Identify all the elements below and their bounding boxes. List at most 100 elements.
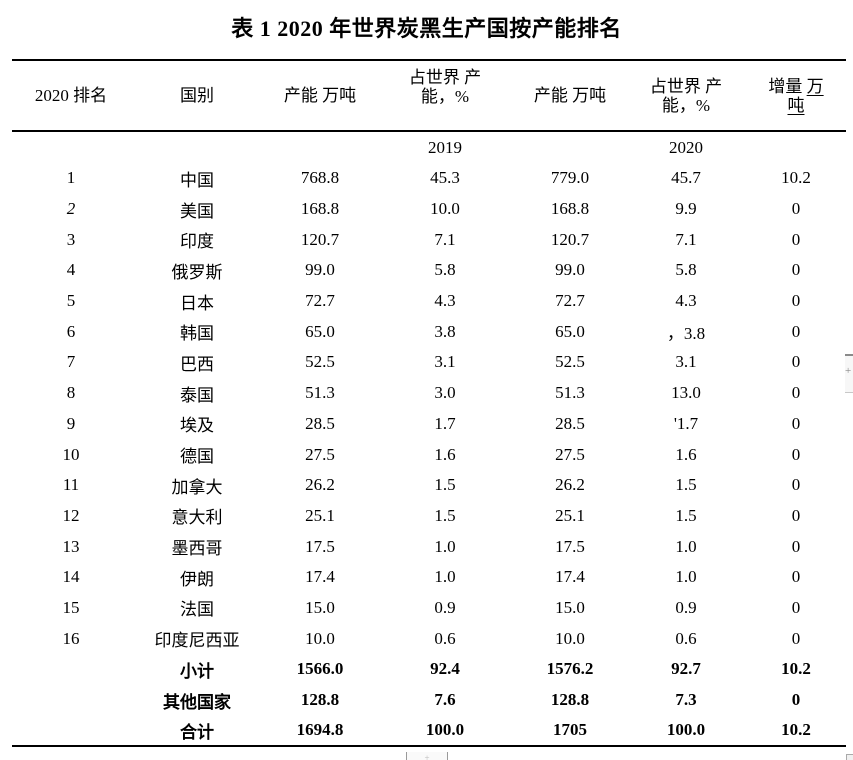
- cell-cap2020: 51.3: [555, 383, 585, 403]
- cell-country: 伊朗: [180, 569, 214, 589]
- cell-share2020: 9.9: [675, 199, 697, 219]
- cell-rank: 8: [66, 383, 76, 403]
- cell-cap2019: 65.0: [305, 321, 335, 341]
- table-row: 1 中国 768.8 45.3 779.0 45.7 10.2: [12, 163, 846, 194]
- cell-cap2020: 25.1: [555, 505, 585, 525]
- column-header-share2019: 占世界 产能，%: [376, 60, 514, 132]
- cell-cap2019: 1694.8: [296, 720, 344, 740]
- cell-share2020: 0.6: [675, 628, 697, 648]
- cell-rank: 14: [62, 567, 80, 587]
- cell-share2020: '1.7: [673, 413, 699, 433]
- cell-cap2019: 1566.0: [296, 659, 344, 679]
- cell-rank: 16: [62, 628, 80, 648]
- table-title: 表 1 2020 年世界炭黑生产国按产能排名: [231, 16, 622, 41]
- column-header-share2020: 占世界 产能，%: [626, 60, 746, 132]
- table-header: 2020 排名 国别 产能 万吨 占世界 产能，% 产能 万吨 占世界 产能，% 增量 万吨: [12, 60, 846, 132]
- cell-country: 中国: [180, 170, 214, 190]
- cell-country: 巴西: [180, 354, 214, 374]
- cell-cap2019: 28.5: [305, 413, 335, 433]
- cell-increment: 0: [791, 199, 801, 219]
- cell-cap2020: 52.5: [555, 352, 585, 372]
- cell-increment: 0: [791, 628, 801, 648]
- table-row: 合计 1694.8 100.0 1705 100.0 10.2: [12, 715, 846, 746]
- scrollbar-fragment-corner[interactable]: [846, 754, 853, 760]
- cell-share2020: 1.5: [675, 505, 697, 525]
- year-cell-increment: [746, 131, 846, 163]
- cell-cap2020: 72.7: [555, 291, 585, 311]
- cell-increment: 0: [791, 505, 801, 525]
- cell-share2019: 10.0: [430, 199, 460, 219]
- cell-cap2019: 25.1: [305, 505, 335, 525]
- cell-increment: 0: [791, 475, 801, 495]
- cell-share2020: 1.5: [675, 475, 697, 495]
- cell-rank: 2: [66, 199, 76, 219]
- cell-cap2020: 99.0: [555, 260, 585, 280]
- table-row: 7 巴西 52.5 3.1 52.5 3.1 0: [12, 347, 846, 378]
- year-cell-rank: [12, 131, 130, 163]
- cell-increment: 0: [791, 413, 801, 433]
- cell-rank: 9: [66, 413, 76, 433]
- cell-share2020: 3.1: [675, 352, 697, 372]
- cell-cap2020: 28.5: [555, 413, 585, 433]
- cell-share2020: 1.6: [675, 444, 697, 464]
- cell-share2019: 92.4: [430, 659, 460, 679]
- cell-country: 日本: [180, 293, 214, 313]
- cell-rank: 12: [62, 505, 80, 525]
- scrollbar-fragment-bottom[interactable]: +: [406, 752, 448, 760]
- cell-share2019: 0.6: [434, 628, 456, 648]
- table-row: 9 埃及 28.5 1.7 28.5 '1.7 0: [12, 409, 846, 440]
- cell-increment: 10.2: [781, 720, 811, 740]
- column-header-increment: 增量 万吨: [746, 60, 846, 132]
- cell-cap2019: 17.4: [305, 567, 335, 587]
- cell-share2020: 100.0: [666, 720, 706, 740]
- cell-rank: 11: [62, 475, 80, 495]
- cell-cap2019: 72.7: [305, 291, 335, 311]
- cell-country: 合计: [180, 722, 214, 742]
- cell-rank: [12, 654, 130, 685]
- cell-cap2020: 120.7: [550, 229, 590, 249]
- cell-rank: 4: [66, 260, 76, 280]
- column-header-cap2020: 产能 万吨: [514, 60, 626, 132]
- cell-share2020: 5.8: [675, 260, 697, 280]
- cell-increment: 0: [791, 567, 801, 587]
- cell-increment: 0: [791, 690, 801, 710]
- scrollbar-fragment-right[interactable]: +: [845, 354, 853, 393]
- cell-share2019: 100.0: [425, 720, 465, 740]
- cell-rank: 15: [62, 597, 80, 617]
- table-row: 8 泰国 51.3 3.0 51.3 13.0 0: [12, 378, 846, 409]
- cell-cap2019: 52.5: [305, 352, 335, 372]
- cell-share2020: 92.7: [671, 659, 701, 679]
- cell-country: 俄罗斯: [171, 262, 223, 282]
- header-row: 2020 排名 国别 产能 万吨 占世界 产能，% 产能 万吨 占世界 产能，% 增量 万吨: [12, 60, 846, 132]
- cell-cap2020: 26.2: [555, 475, 585, 495]
- table-row: 2 美国 168.8 10.0 168.8 9.9 0: [12, 194, 846, 225]
- cell-country: 印度: [180, 232, 214, 252]
- cell-cap2019: 15.0: [305, 597, 335, 617]
- table-row: 5 日本 72.7 4.3 72.7 4.3 0: [12, 286, 846, 317]
- cell-share2019: 3.1: [434, 352, 456, 372]
- table-row: 6 韩国 65.0 3.8 65.0 ，3.8 0: [12, 316, 846, 347]
- cell-rank: 1: [66, 168, 76, 188]
- table-row: 13 墨西哥 17.5 1.0 17.5 1.0 0: [12, 531, 846, 562]
- cell-cap2020: 1576.2: [546, 659, 594, 679]
- cell-share2019: 1.5: [434, 505, 456, 525]
- year-cell-country: [130, 131, 264, 163]
- cell-share2019: 5.8: [434, 260, 456, 280]
- cell-share2019: 7.1: [434, 229, 456, 249]
- cell-increment: 0: [791, 444, 801, 464]
- table-row: 14 伊朗 17.4 1.0 17.4 1.0 0: [12, 562, 846, 593]
- table-row: 其他国家 128.8 7.6 128.8 7.3 0: [12, 685, 846, 716]
- table-row: 10 德国 27.5 1.6 27.5 1.6 0: [12, 439, 846, 470]
- cell-share2020: ，3.8: [666, 324, 706, 344]
- cell-increment: 0: [791, 229, 801, 249]
- cell-cap2019: 51.3: [305, 383, 335, 403]
- cell-cap2020: 168.8: [550, 199, 590, 219]
- cell-share2019: 45.3: [430, 168, 460, 188]
- cell-share2020: 7.3: [675, 690, 697, 710]
- cell-cap2019: 99.0: [305, 260, 335, 280]
- cell-cap2019: 120.7: [300, 229, 340, 249]
- cell-country: 加拿大: [171, 477, 223, 497]
- cell-share2019: 1.6: [434, 444, 456, 464]
- cell-country: 墨西哥: [171, 539, 223, 559]
- cell-share2019: 1.0: [434, 536, 456, 556]
